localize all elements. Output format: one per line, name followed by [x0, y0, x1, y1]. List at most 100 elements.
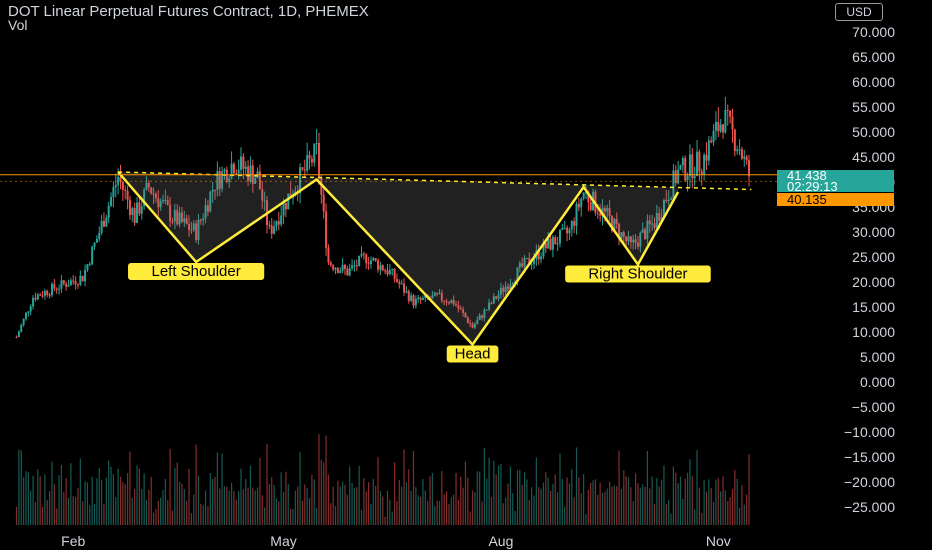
volume-bar [419, 496, 422, 525]
candle-body [688, 154, 691, 176]
candle-body [206, 205, 209, 212]
candle-body [502, 287, 505, 292]
candle-body [443, 300, 446, 302]
volume-bar [632, 501, 634, 525]
candle-body [95, 238, 98, 243]
candle-body [679, 165, 682, 170]
volume-bar [233, 491, 235, 525]
candle-body [686, 175, 689, 181]
candle-body [507, 286, 510, 290]
volume-bar [169, 448, 171, 525]
volume-bar [252, 487, 254, 525]
volume-bar [396, 501, 398, 525]
volume-bar [273, 484, 275, 525]
volume-bar [131, 497, 133, 525]
volume-bar [195, 444, 197, 525]
candle-body [462, 309, 465, 314]
candle-body [41, 295, 44, 297]
volume-bar [564, 506, 566, 525]
volume-bar [630, 487, 632, 525]
volume-bar [188, 468, 190, 525]
candle-body [58, 288, 61, 290]
volume-bar [502, 503, 504, 525]
candle-body [610, 216, 613, 232]
volume-bar [606, 488, 608, 525]
volume-bar [318, 434, 320, 525]
volume-bar [493, 460, 495, 525]
candle-body [365, 254, 368, 264]
candle-body [249, 165, 252, 181]
volume-bar [15, 506, 18, 525]
volume-bar [342, 481, 344, 525]
y-tick-label: −20.000 [844, 474, 895, 490]
volume-bar [488, 457, 490, 525]
volume-bar [254, 490, 256, 525]
volume-bar [259, 457, 261, 525]
volume-bar [304, 484, 306, 525]
candle-body [407, 291, 410, 301]
candle-body [188, 223, 191, 230]
candle-body [197, 219, 200, 241]
candle-body [537, 250, 540, 260]
candle-body [287, 193, 290, 210]
volume-bar [112, 474, 115, 525]
volume-bar [559, 453, 561, 525]
pattern-label: Head [446, 345, 499, 363]
volume-bar [483, 447, 485, 525]
candle-body [270, 225, 273, 234]
candle-body [511, 283, 514, 285]
candle-body [244, 166, 247, 169]
volume-bar [275, 498, 278, 525]
candle-body [332, 265, 335, 270]
candle-body [301, 167, 304, 170]
volume-bar [672, 466, 674, 525]
volume-bar [542, 482, 545, 525]
candle-body [69, 280, 72, 286]
volume-bar [611, 486, 613, 525]
candle-body [516, 267, 519, 282]
candle-body [327, 247, 330, 263]
volume-bar [686, 472, 689, 525]
volume-bar [453, 494, 455, 525]
volume-bar [578, 477, 580, 525]
candle-body [398, 281, 401, 284]
candle-body [476, 319, 479, 325]
volume-indicator-label[interactable]: Vol [8, 17, 28, 33]
volume-bar [401, 486, 403, 525]
candle-body [729, 110, 732, 117]
volume-bar [382, 496, 384, 525]
volume-bar [282, 491, 285, 525]
volume-bar [32, 475, 34, 525]
volume-bar [221, 453, 223, 525]
candle-body [192, 223, 195, 230]
volume-bar [412, 450, 415, 525]
volume-bar [634, 473, 637, 525]
volume-bar [457, 499, 459, 525]
candle-body [157, 198, 160, 208]
candle-body [353, 265, 356, 267]
volume-bar [89, 505, 91, 525]
currency-badge[interactable]: USD [835, 3, 883, 21]
volume-bar [665, 504, 667, 525]
time-axis[interactable]: Feb May Aug Nov [61, 533, 731, 549]
volume-bar [528, 499, 530, 525]
y-tick-label: 0.000 [860, 374, 895, 390]
price-axis[interactable]: 70.00065.00060.00055.00050.00045.00040.0… [844, 24, 895, 515]
volume-bar [727, 500, 729, 525]
y-tick-label: 55.000 [852, 99, 895, 115]
x-tick-label: Aug [488, 533, 513, 549]
volume-bar [226, 486, 228, 525]
volume-bar [268, 484, 270, 525]
candle-body [488, 302, 491, 310]
candle-body [566, 227, 569, 234]
candle-body [17, 331, 20, 338]
volume-bar [460, 476, 462, 525]
volume-bar [44, 474, 46, 525]
volume-bar [516, 470, 519, 525]
last-price-tag: 41.438 02:29:13 [777, 169, 894, 193]
candle-body [169, 204, 172, 222]
candle-body [322, 194, 325, 212]
volume-bar [703, 480, 705, 525]
candle-body [558, 230, 561, 244]
